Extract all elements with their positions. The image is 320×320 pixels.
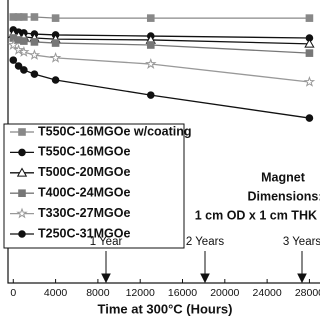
marker bbox=[12, 43, 25, 55]
marker bbox=[30, 38, 39, 46]
annotation: 1 Year bbox=[90, 236, 123, 248]
marker bbox=[49, 51, 62, 63]
marker bbox=[28, 49, 41, 60]
year-arrows bbox=[101, 251, 307, 284]
x-tick-label: 0 bbox=[10, 287, 16, 299]
marker bbox=[30, 13, 39, 21]
x-tick-label: 8000 bbox=[86, 287, 110, 299]
marker bbox=[20, 37, 28, 45]
legend-marker bbox=[16, 207, 28, 219]
marker bbox=[305, 49, 314, 57]
series-line bbox=[12, 59, 310, 119]
marker bbox=[51, 39, 60, 47]
marker bbox=[30, 70, 39, 78]
legend-box bbox=[3, 123, 185, 249]
marker bbox=[146, 41, 155, 49]
annotation: Dimensions: bbox=[247, 189, 320, 203]
annotation: 3 Years bbox=[283, 236, 320, 248]
annotation: 2 Years bbox=[186, 236, 225, 248]
legend-marker bbox=[18, 148, 26, 157]
marker bbox=[51, 76, 60, 84]
x-tick-label: 28000 bbox=[295, 287, 320, 299]
legend-label: T500C-20MGOe bbox=[38, 165, 130, 179]
legend-label: T550C-16MGOe bbox=[38, 145, 130, 159]
x-axis-label: Time at 300°C (Hours) bbox=[98, 301, 233, 316]
x-tick-label: 16000 bbox=[168, 287, 197, 299]
marker bbox=[305, 14, 314, 22]
legend-label: T550C-16MGOe w/coating bbox=[38, 124, 192, 138]
legend-marker bbox=[18, 128, 26, 136]
annotation: Magnet bbox=[261, 170, 306, 184]
marker bbox=[20, 66, 28, 74]
legend-marker bbox=[18, 230, 26, 238]
marker bbox=[303, 75, 316, 87]
marker bbox=[18, 45, 30, 57]
legend-marker bbox=[18, 189, 26, 197]
x-tick-label: 4000 bbox=[44, 287, 68, 299]
legend-label: T250C-31MGOe bbox=[38, 226, 130, 240]
x-tick-label: 24000 bbox=[253, 287, 282, 299]
legend-marker bbox=[16, 167, 28, 177]
marker bbox=[14, 62, 23, 70]
marker bbox=[305, 114, 314, 122]
marker bbox=[9, 56, 18, 64]
marker bbox=[7, 38, 20, 50]
x-tick-label: 20000 bbox=[210, 287, 239, 299]
marker bbox=[51, 14, 60, 22]
marker bbox=[145, 57, 157, 69]
marker bbox=[146, 91, 155, 99]
x-tick-label: 12000 bbox=[126, 287, 155, 299]
annotation: 1 cm OD x 1 cm THK bbox=[195, 208, 317, 222]
legend-label: T400C-24MGOe bbox=[38, 185, 130, 199]
marker bbox=[20, 13, 28, 21]
marker bbox=[304, 38, 315, 48]
legend-label: T330C-27MGOe bbox=[38, 206, 130, 220]
marker bbox=[146, 14, 155, 22]
